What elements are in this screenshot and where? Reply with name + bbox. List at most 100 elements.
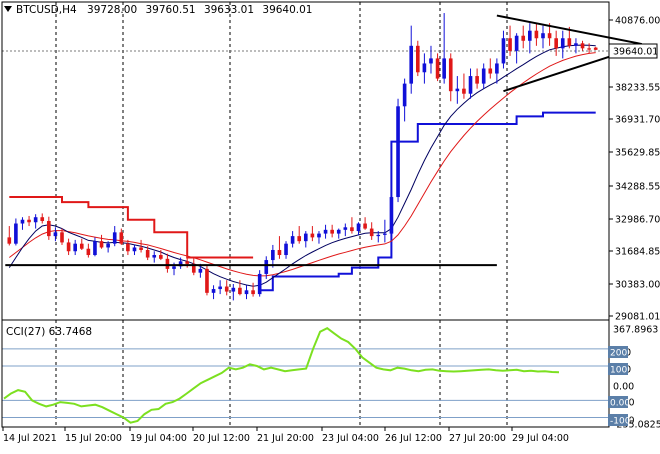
candle-body [455,88,460,92]
cci-panel-frame [1,319,610,428]
kijun-blue-line [259,111,596,292]
candle-body [60,232,64,243]
candle-body [462,88,466,94]
cci-axis-label: 367.8963 [613,325,658,336]
cci-level-box [608,396,628,408]
current-price-label: 39640.01 [613,47,658,58]
axes-layer: 40876.00 38233.55 36931.70 35629.85 34288.55… [2,16,660,444]
candle-body [47,220,51,237]
candle-body [369,228,374,237]
candle-body [547,33,552,39]
candle-body [422,63,427,73]
candle-body [495,63,499,74]
triangle-upper-line [496,14,643,46]
candle-body [238,287,242,295]
x-axis-label: 15 Jul 20:00 [65,433,122,444]
candle-body [159,255,163,259]
candle-body [79,243,84,249]
frame-layer [1,1,610,428]
candle-body [330,229,334,234]
candle-body [73,243,77,252]
grid-layer [2,2,609,427]
candle-body [442,58,446,79]
candle-body [145,249,150,258]
candle-body [211,289,216,293]
cci-axis-label: 0.00 [613,382,634,393]
price-axis-label: 40876.00 [615,16,660,27]
kijun-red-line [9,196,254,259]
cci-level-box-label: 0.00 [610,399,630,409]
candle-body [66,242,71,252]
candle-body [514,35,519,51]
cci-line [3,327,560,424]
candle-body [528,30,532,41]
cci-level-box [608,363,628,375]
candle-body [448,58,453,92]
candle-body [218,286,222,290]
candle-body [343,227,348,230]
candle-body [165,258,170,269]
price-axis-label: 30383.00 [615,280,660,291]
candle-body [284,243,288,256]
dropdown-triangle-icon[interactable] [4,6,12,12]
cci-level-box-label: 100 [610,366,627,376]
candle-body [205,268,209,293]
candle-body [257,273,262,295]
candle-body [297,236,302,242]
candles-layer [7,13,598,301]
candle-body [106,243,110,248]
candle-body [198,268,203,273]
x-axis-label: 20 Jul 12:00 [193,433,250,444]
cci-level-box-label: -100 [610,417,631,427]
candle-body [402,83,407,107]
candle-body [323,229,328,234]
candle-body [396,106,400,198]
candle-body [481,68,486,84]
candle-body [580,43,585,49]
x-axis-label: 23 Jul 04:00 [322,433,379,444]
header-symbol: BTCUSD,H4 [16,4,77,16]
cci-level-box [608,414,628,426]
candle-body [152,255,157,258]
candle-body [112,232,117,244]
cci-level-box-label: 200 [610,349,627,359]
candle-body [415,45,420,73]
candle-body [363,223,367,229]
candle-body [554,38,558,49]
candle-body [40,217,45,221]
candle-body [178,261,183,267]
x-axis-label: 19 Jul 04:00 [130,433,187,444]
candle-body [574,43,578,46]
candle-body [317,233,321,238]
price-axis-label: 29081.01 [615,312,660,323]
candle-body [33,217,38,223]
candle-body [521,35,526,41]
price-axis-label: 35629.85 [615,148,660,159]
x-axis-label: 21 Jul 20:00 [257,433,314,444]
header-low: 39633.01 [204,4,254,16]
candle-body [251,290,255,295]
cci-axis-label: -255.0825 [613,420,660,431]
x-axis-label: 14 Jul 2021 [3,433,57,444]
candle-body [224,286,229,292]
current-price-tag [608,43,658,59]
x-axis-label: 29 Jul 04:00 [512,433,569,444]
cci-indicator-label: CCI(27) 63.7468 [6,326,92,338]
candle-body [389,197,394,234]
candle-body [567,38,572,46]
candle-body [271,249,275,261]
price-axis-label: 38233.55 [615,83,660,94]
price-axis-label: 31684.85 [615,247,660,258]
candle-body [429,58,433,64]
candle-body [27,219,31,223]
candle-body [541,33,545,39]
candle-body [191,263,196,273]
header-close: 39640.01 [262,4,312,16]
chart-header: BTCUSD,H4 39728.00 39760.51 39633.01 396… [4,4,313,16]
candle-body [409,45,414,84]
candle-body [501,38,506,64]
ma-fast-line [8,44,596,287]
price-axis-label: 36931.70 [615,115,660,126]
